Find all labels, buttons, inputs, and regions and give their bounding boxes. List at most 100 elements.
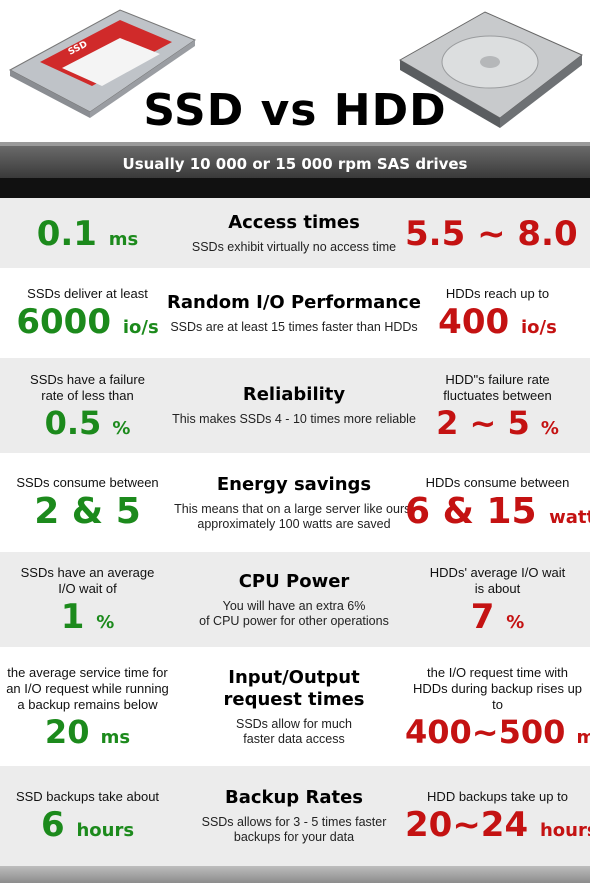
hdd-cell: HDDs' average I/O wait is about 7 % [405, 565, 590, 643]
ssd-unit: ms [100, 726, 131, 748]
hdd-number: 400 [438, 302, 510, 342]
ssd-note-line: an I/O request while running [6, 680, 169, 696]
hdd-unit: % [540, 417, 559, 439]
ssd-value: 1 % [0, 597, 175, 643]
comparison-row: 0.1 ms Access times SSDs exhibit virtually… [0, 198, 590, 268]
ssd-number: 0.1 [36, 214, 97, 254]
metric-description: backups for your data [233, 830, 355, 844]
metric-description: SSDs allows for 3 - 5 times faster [201, 815, 387, 829]
metric-title: CPU Power [238, 570, 350, 592]
ssd-unit: % [96, 611, 115, 633]
hdd-unit: io/s [521, 317, 557, 338]
ssd-cell: SSDs have an average I/O wait of 1 % [0, 565, 175, 643]
ssd-note-line: a backup remains below [17, 696, 158, 712]
comparison-row: the average service time for an I/O reque… [0, 647, 590, 766]
hdd-cell: HDDs reach up to 400 io/s [405, 286, 590, 348]
ssd-unit: watts [59, 549, 116, 553]
hdd-note-line: the I/O request time with [427, 664, 568, 680]
ssd-value: 20 ms [0, 713, 175, 757]
metric-center: Input/Output request times SSDs allow for … [160, 667, 428, 747]
hdd-unit: % [506, 611, 525, 633]
metric-description: SSDs exhibit virtually no access time [191, 239, 397, 254]
hdd-cell: HDD"s failure rate fluctuates between 2 ~ … [405, 372, 590, 448]
hdd-unit: watts [549, 506, 590, 528]
ssd-note-line: SSD backups take about [15, 789, 160, 804]
metric-title: Reliability [242, 384, 346, 405]
ssd-number: 2 & 5 [34, 490, 141, 532]
ssd-unit: ms [108, 229, 139, 250]
ssd-unit: io/s [122, 317, 159, 338]
footer-bar [0, 866, 590, 883]
ssd-note-line: SSDs have a failure [30, 371, 145, 387]
metric-description: This makes SSDs 4 - 10 times more reliab… [172, 412, 416, 426]
ssd-cell: the average service time for an I/O reque… [0, 665, 175, 757]
ssd-value: 2 & 5 watts [0, 491, 175, 553]
hdd-note-line: is about [474, 580, 521, 596]
hdd-cell: the I/O request time with HDDs during bac… [405, 665, 590, 757]
metric-description: approximately 100 watts are saved [197, 516, 391, 531]
metric-center: Random I/O Performance SSDs are at least … [160, 292, 428, 335]
subtitle-bar: Usually 10 000 or 15 000 rpm SAS drives [0, 142, 590, 178]
ssd-note-line: SSDs have an average [20, 564, 155, 580]
ssd-value: 0.5 % [0, 404, 175, 448]
comparison-row: SSDs deliver at least 6000 io/s Random I/O… [0, 268, 590, 358]
metric-center: Reliability This makes SSDs 4 - 10 times … [160, 384, 428, 427]
metric-title: Access times [228, 211, 360, 233]
ssd-unit: hours [76, 820, 135, 841]
ssd-cell: SSDs have a failure rate of less than 0.5 … [0, 372, 175, 448]
hdd-unit: ms [576, 726, 590, 748]
hdd-note-line: to [492, 696, 503, 712]
hdd-drive-image [398, 11, 583, 128]
hdd-value: 6 & 15 watts [405, 491, 590, 539]
hdd-unit: hours [539, 820, 590, 841]
hdd-number: 5.5 ~ 8.0 [405, 214, 578, 254]
hdd-number: 400~500 [405, 712, 566, 751]
metric-description: faster data access [243, 731, 345, 746]
ssd-value: 6 hours [0, 805, 175, 851]
metric-description: SSDs allow for much [235, 716, 352, 731]
header-divider [0, 178, 590, 198]
ssd-number: 20 [44, 712, 90, 751]
metric-description: SSDs are at least 15 times faster than H… [170, 319, 418, 334]
hdd-cell: 5.5 ~ 8.0 ms [405, 214, 590, 260]
metric-center: Energy savings This means that on a large… [160, 474, 428, 532]
metric-center: Access times SSDs exhibit virtually no ac… [160, 212, 428, 255]
hdd-number: 2 ~ 5 [436, 403, 530, 442]
hdd-value: 400 io/s [405, 302, 590, 348]
hdd-value: 2 ~ 5 % [405, 404, 590, 448]
ssd-number: 0.5 [44, 403, 102, 442]
metric-title: Random I/O Performance [167, 291, 421, 313]
hdd-value: 20~24 hours [405, 805, 590, 851]
ssd-note-line: rate of less than [41, 387, 134, 403]
metric-center: CPU Power You will have an extra 6% of CPU… [160, 571, 428, 629]
ssd-note-line: SSDs consume between [16, 474, 159, 490]
metric-description: of CPU power for other operations [199, 613, 389, 628]
hdd-note-line: HDD"s failure rate [445, 371, 550, 387]
hdd-value: 5.5 ~ 8.0 ms [405, 214, 590, 260]
metric-title: Energy savings [216, 473, 372, 495]
ssd-note-line: I/O wait of [58, 580, 117, 596]
hdd-note-line: HDDs reach up to [445, 286, 550, 301]
hdd-number: 20~24 [405, 805, 529, 845]
hdd-note-line: HDDs during backup rises up [412, 680, 583, 696]
hdd-number: 6 & 15 [405, 490, 537, 532]
hdd-value: 7 % [405, 597, 590, 643]
ssd-value: 0.1 ms [0, 214, 175, 260]
comparison-row: SSDs have a failure rate of less than 0.5 … [0, 358, 590, 453]
hdd-note-line: fluctuates between [443, 387, 552, 403]
comparison-row: SSD backups take about 6 hours Backup Rate… [0, 766, 590, 866]
ssd-unit: % [112, 417, 131, 439]
ssd-cell: SSDs deliver at least 6000 io/s [0, 286, 175, 348]
ssd-note-line: SSDs deliver at least [27, 286, 148, 301]
hdd-note-line: HDD backups take up to [427, 789, 568, 804]
metric-title-line: request times [223, 688, 365, 710]
hero-banner: SSD SSD vs HDD [0, 0, 590, 142]
ssd-number: 6 [40, 805, 65, 845]
ssd-number: 1 [60, 596, 85, 637]
ssd-cell: SSD backups take about 6 hours [0, 789, 175, 851]
hdd-note-line: HDDs consume between [425, 474, 570, 490]
ssd-note-line: the average service time for [7, 664, 168, 680]
